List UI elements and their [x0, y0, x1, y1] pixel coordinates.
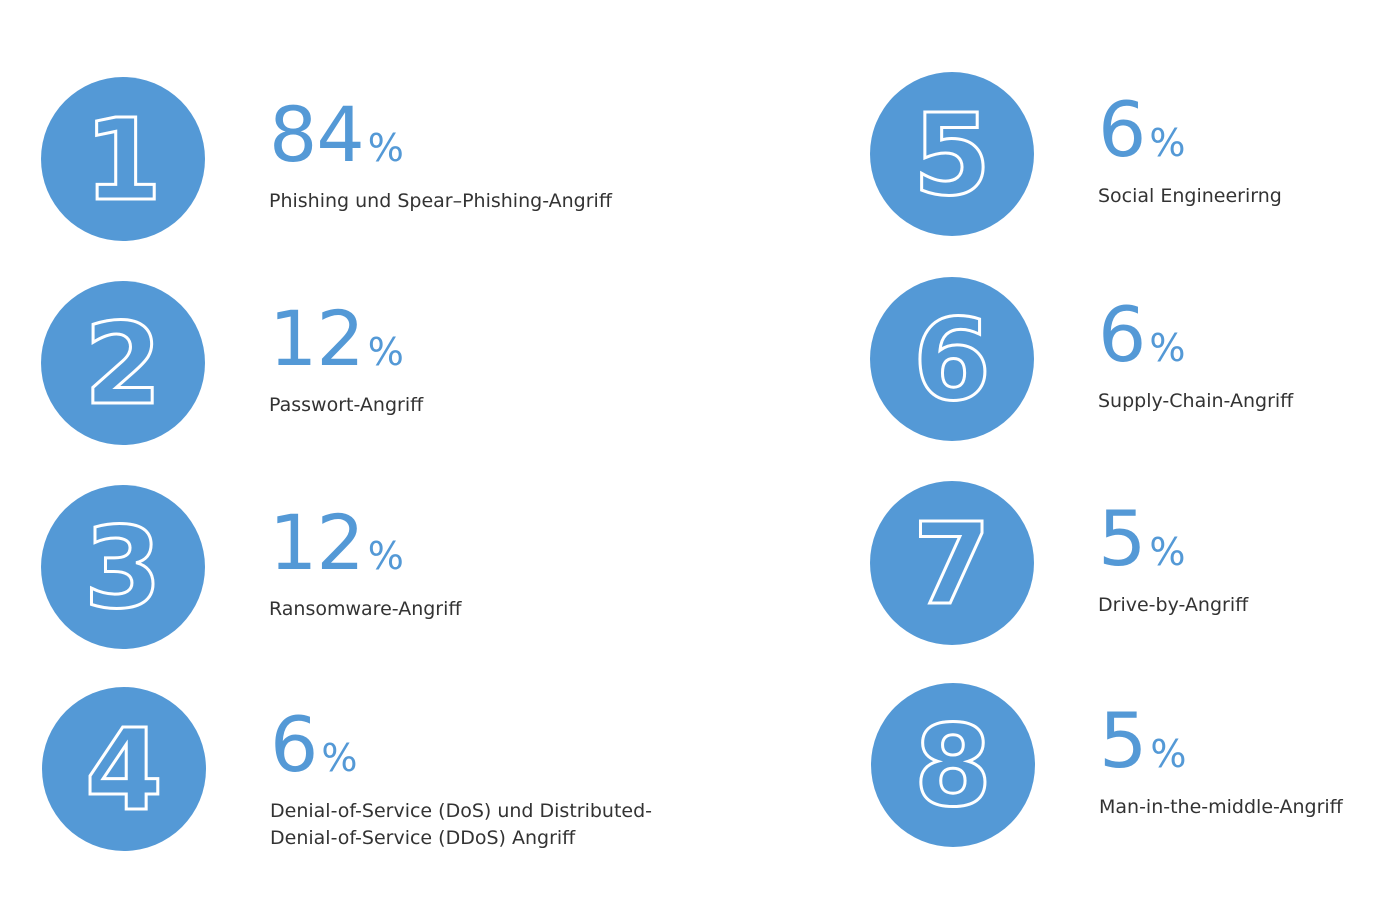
percent-sign: %: [367, 534, 404, 578]
rank-number-graphic: 4: [84, 705, 165, 838]
percentage: 6%: [1098, 92, 1185, 168]
percent-sign: %: [367, 126, 404, 170]
percentage-value: 5: [1099, 696, 1147, 785]
stat-item-1: 1 84% Phishing und Spear–Phishing-Angrif…: [41, 77, 681, 247]
rank-number-graphic: 6: [912, 295, 993, 428]
rank-circle: 4: [42, 687, 206, 851]
percentage-value: 5: [1098, 494, 1146, 583]
rank-number: 3: [84, 504, 162, 634]
rank-number: 6: [913, 296, 991, 426]
percentage: 12%: [269, 301, 404, 377]
rank-number: 4: [85, 706, 163, 836]
stat-item-2: 2 12% Passwort-Angriff: [41, 281, 681, 451]
percentage: 6%: [1098, 297, 1185, 373]
rank-circle: 1: [41, 77, 205, 241]
attack-label: Social Engineerirng: [1098, 185, 1282, 207]
percentage: 5%: [1098, 501, 1185, 577]
rank-number-graphic: 3: [83, 503, 164, 636]
attack-label: Drive-by-Angriff: [1098, 594, 1249, 616]
rank-number: 5: [913, 91, 991, 221]
stat-item-7: 7 5% Drive-by-Angriff: [870, 481, 1390, 651]
percentage-value: 6: [270, 700, 318, 789]
percent-sign: %: [1150, 732, 1187, 776]
rank-number-graphic: 5: [912, 90, 993, 223]
percent-sign: %: [1149, 326, 1186, 370]
percentage-value: 84: [269, 90, 365, 179]
stat-item-4: 4 6% Denial-of-Service (DoS) und Distrib…: [42, 687, 682, 857]
rank-number: 8: [914, 702, 992, 832]
rank-number-graphic: 1: [83, 95, 164, 228]
rank-circle: 3: [41, 485, 205, 649]
rank-circle: 6: [870, 277, 1034, 441]
rank-number: 7: [913, 500, 991, 630]
rank-circle: 2: [41, 281, 205, 445]
percent-sign: %: [1149, 530, 1186, 574]
attack-label: Supply-Chain-Angriff: [1098, 390, 1294, 412]
percent-sign: %: [321, 736, 358, 780]
attack-label: Phishing und Spear–Phishing-Angriff: [269, 190, 612, 212]
percentage-value: 6: [1098, 290, 1146, 379]
percentage: 6%: [270, 707, 357, 783]
percent-sign: %: [367, 330, 404, 374]
attack-label: Passwort-Angriff: [269, 394, 424, 416]
percentage: 12%: [269, 505, 404, 581]
rank-number: 1: [84, 96, 162, 226]
rank-number-graphic: 2: [83, 299, 164, 432]
stat-item-6: 6 6% Supply-Chain-Angriff: [870, 277, 1390, 447]
attack-label: Denial-of-Service (DoS) und Distributed-…: [270, 800, 653, 849]
percentage: 5%: [1099, 703, 1186, 779]
percentage: 84%: [269, 97, 404, 173]
rank-circle: 7: [870, 481, 1034, 645]
percentage-value: 6: [1098, 85, 1146, 174]
stat-item-8: 8 5% Man-in-the-middle-Angriff: [871, 683, 1391, 853]
rank-number-graphic: 7: [912, 499, 993, 632]
stat-item-3: 3 12% Ransomware-Angriff: [41, 485, 681, 655]
rank-number-graphic: 8: [913, 701, 994, 834]
rank-number: 2: [84, 300, 162, 430]
percent-sign: %: [1149, 121, 1186, 165]
attack-label: Man-in-the-middle-Angriff: [1099, 796, 1343, 818]
attack-label: Ransomware-Angriff: [269, 598, 462, 620]
rank-circle: 5: [870, 72, 1034, 236]
percentage-value: 12: [269, 294, 365, 383]
rank-circle: 8: [871, 683, 1035, 847]
percentage-value: 12: [269, 498, 365, 587]
stat-item-5: 5 6% Social Engineerirng: [870, 72, 1390, 242]
